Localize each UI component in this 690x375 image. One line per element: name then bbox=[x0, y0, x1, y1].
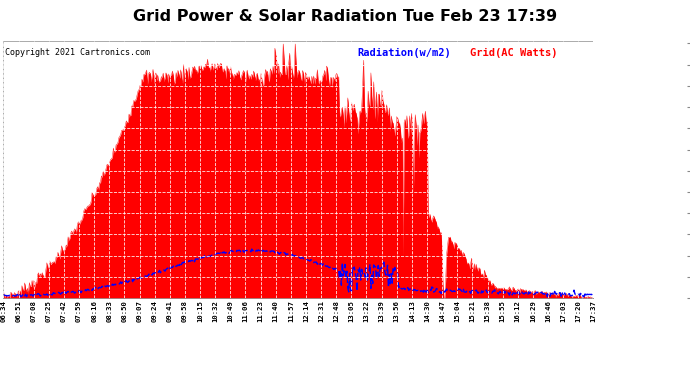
Text: 17:37: 17:37 bbox=[591, 300, 596, 322]
Text: 15:55: 15:55 bbox=[500, 300, 506, 322]
Text: 10:32: 10:32 bbox=[213, 300, 218, 322]
Text: Copyright 2021 Cartronics.com: Copyright 2021 Cartronics.com bbox=[5, 48, 150, 57]
Text: 16:46: 16:46 bbox=[545, 300, 551, 322]
Text: 16:29: 16:29 bbox=[530, 300, 536, 322]
Text: 17:20: 17:20 bbox=[575, 300, 581, 322]
Text: 13:22: 13:22 bbox=[364, 300, 370, 322]
Text: 06:51: 06:51 bbox=[16, 300, 21, 322]
Text: 07:42: 07:42 bbox=[61, 300, 67, 322]
Text: 17:03: 17:03 bbox=[560, 300, 566, 322]
Text: 11:57: 11:57 bbox=[288, 300, 294, 322]
Text: 07:08: 07:08 bbox=[30, 300, 37, 322]
Text: 09:24: 09:24 bbox=[152, 300, 158, 322]
Text: 12:14: 12:14 bbox=[303, 300, 309, 322]
Text: 11:23: 11:23 bbox=[257, 300, 264, 322]
Text: 14:30: 14:30 bbox=[424, 300, 430, 322]
Text: 08:50: 08:50 bbox=[121, 300, 128, 322]
Text: 15:21: 15:21 bbox=[469, 300, 475, 322]
Text: 08:16: 08:16 bbox=[91, 300, 97, 322]
Text: 09:58: 09:58 bbox=[182, 300, 188, 322]
Text: 11:06: 11:06 bbox=[242, 300, 248, 322]
Text: 09:07: 09:07 bbox=[137, 300, 143, 322]
Text: Radiation(w/m2): Radiation(w/m2) bbox=[357, 48, 451, 58]
Text: 13:39: 13:39 bbox=[379, 300, 384, 322]
Text: 10:15: 10:15 bbox=[197, 300, 203, 322]
Text: 06:34: 06:34 bbox=[1, 300, 6, 322]
Text: 15:04: 15:04 bbox=[454, 300, 460, 322]
Text: 14:13: 14:13 bbox=[409, 300, 415, 322]
Text: 13:05: 13:05 bbox=[348, 300, 355, 322]
Text: Grid Power & Solar Radiation Tue Feb 23 17:39: Grid Power & Solar Radiation Tue Feb 23 … bbox=[133, 9, 557, 24]
Text: 09:41: 09:41 bbox=[167, 300, 173, 322]
Text: 14:47: 14:47 bbox=[439, 300, 445, 322]
Text: 08:33: 08:33 bbox=[106, 300, 112, 322]
Text: 16:12: 16:12 bbox=[515, 300, 521, 322]
Text: 11:40: 11:40 bbox=[273, 300, 279, 322]
Text: 10:49: 10:49 bbox=[227, 300, 233, 322]
Text: 15:38: 15:38 bbox=[484, 300, 491, 322]
Text: Grid(AC Watts): Grid(AC Watts) bbox=[469, 48, 557, 58]
Text: 12:48: 12:48 bbox=[333, 300, 339, 322]
Text: 13:56: 13:56 bbox=[394, 300, 400, 322]
Text: 07:25: 07:25 bbox=[46, 300, 52, 322]
Text: 07:59: 07:59 bbox=[76, 300, 82, 322]
Text: 12:31: 12:31 bbox=[318, 300, 324, 322]
